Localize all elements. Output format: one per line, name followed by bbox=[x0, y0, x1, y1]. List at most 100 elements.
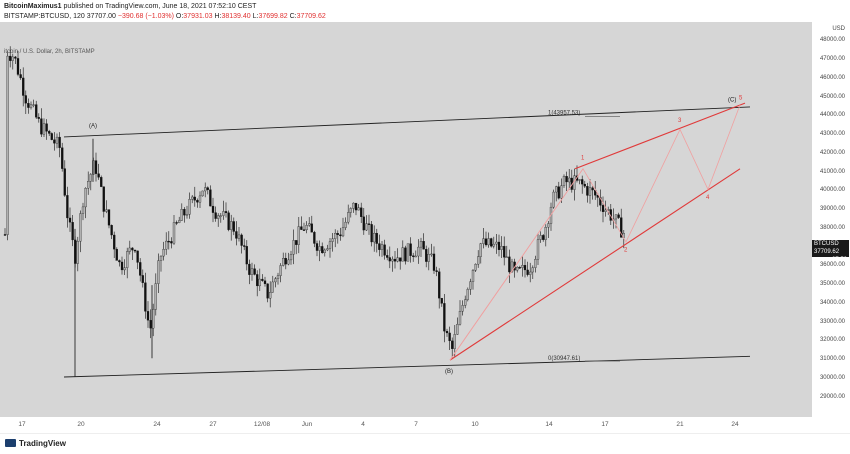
candle bbox=[196, 200, 199, 203]
time-axis[interactable]: 17 20 24 27 12/08 Jun 4 7 10 14 17 21 24 bbox=[0, 417, 812, 433]
y-tick-label: 45000.00 bbox=[819, 93, 845, 100]
candle bbox=[482, 238, 485, 244]
x-tick-label: 12/08 bbox=[253, 421, 271, 428]
candle bbox=[404, 247, 407, 262]
candle bbox=[461, 305, 464, 312]
candle bbox=[120, 261, 124, 271]
candle bbox=[562, 176, 566, 186]
candle bbox=[508, 256, 511, 273]
footer: TradingView bbox=[0, 433, 850, 454]
close-label: C: bbox=[289, 13, 297, 20]
candle bbox=[157, 260, 160, 284]
candle bbox=[357, 207, 360, 211]
candle bbox=[118, 260, 121, 263]
y-tick-label: 42000.00 bbox=[819, 149, 845, 156]
candle bbox=[451, 340, 454, 349]
y-tick-label: 32000.00 bbox=[819, 337, 845, 344]
candle bbox=[110, 225, 113, 236]
x-tick-label: 17 bbox=[18, 421, 26, 428]
candle bbox=[601, 205, 605, 212]
candle bbox=[191, 196, 194, 200]
candle bbox=[185, 214, 189, 216]
tradingview-logo[interactable]: TradingView bbox=[5, 439, 66, 448]
candle bbox=[282, 258, 285, 266]
x-tick-label: Jun bbox=[301, 421, 313, 428]
candle bbox=[328, 241, 332, 249]
candle bbox=[149, 320, 152, 329]
candle bbox=[14, 56, 17, 59]
author-name[interactable]: BitcoinMaximus1 bbox=[4, 3, 62, 10]
candle bbox=[399, 257, 402, 262]
candle bbox=[9, 55, 12, 61]
candle bbox=[438, 271, 441, 299]
candle bbox=[367, 223, 371, 225]
low-label: L: bbox=[252, 13, 259, 20]
candle bbox=[362, 216, 365, 231]
candle bbox=[474, 263, 477, 271]
candle bbox=[256, 274, 259, 287]
candle bbox=[339, 234, 342, 237]
candle bbox=[68, 217, 72, 223]
candle bbox=[318, 246, 321, 251]
candle bbox=[586, 186, 589, 196]
candle bbox=[422, 241, 425, 250]
candle bbox=[154, 283, 157, 310]
candle bbox=[230, 221, 233, 230]
candle bbox=[222, 211, 225, 216]
candle bbox=[500, 246, 503, 250]
candle bbox=[305, 225, 308, 231]
candle bbox=[336, 233, 339, 235]
candle bbox=[159, 255, 163, 261]
candle bbox=[266, 283, 269, 299]
published-text: published on TradingView.com, June 18, 2… bbox=[63, 3, 257, 10]
candle bbox=[217, 215, 220, 219]
y-tick-label: 31000.00 bbox=[819, 356, 845, 363]
candle bbox=[40, 118, 43, 135]
candle bbox=[37, 117, 40, 119]
candle bbox=[321, 246, 324, 254]
candle bbox=[219, 215, 222, 217]
candle bbox=[427, 254, 430, 262]
candle bbox=[599, 197, 602, 206]
candle bbox=[162, 249, 165, 257]
candle bbox=[591, 187, 594, 191]
candle bbox=[269, 292, 272, 299]
chart-plot-area[interactable]: 1(43957.53) 0(30947.61) (A) (B) (C) 1 2 3 4 5 itc… bbox=[0, 22, 812, 417]
candle bbox=[435, 270, 438, 272]
price-chart[interactable]: 1(43957.53) 0(30947.61) (A) (B) (C) 1 2 3 4 5 bbox=[0, 22, 812, 417]
candle bbox=[308, 223, 311, 226]
wave-5-label: 5 bbox=[739, 95, 743, 101]
candle bbox=[412, 255, 415, 257]
candle bbox=[180, 209, 183, 221]
candle bbox=[115, 248, 118, 261]
y-tick-label: 35000.00 bbox=[819, 281, 845, 288]
candle bbox=[341, 227, 345, 237]
candle bbox=[178, 220, 181, 223]
candle bbox=[84, 188, 87, 208]
x-tick-label: 24 bbox=[731, 421, 739, 428]
candle bbox=[66, 195, 69, 219]
candle bbox=[94, 160, 98, 174]
candle bbox=[354, 202, 358, 211]
fib-top-label: 1(43957.53) bbox=[548, 110, 580, 116]
candle bbox=[201, 190, 204, 197]
y-tick-label: 46000.00 bbox=[819, 74, 845, 81]
candle bbox=[167, 240, 170, 243]
candle bbox=[456, 324, 459, 335]
author-line: BitcoinMaximus1 published on TradingView… bbox=[4, 2, 256, 11]
open-value: 37931.03 bbox=[183, 13, 213, 20]
candle bbox=[555, 186, 558, 193]
y-tick-label: 39000.00 bbox=[819, 206, 845, 213]
candle bbox=[386, 255, 389, 258]
candle bbox=[443, 303, 446, 332]
x-tick-label: 17 bbox=[601, 421, 609, 428]
candle bbox=[27, 103, 30, 108]
candle bbox=[365, 223, 368, 231]
candle bbox=[287, 259, 290, 265]
candle bbox=[11, 56, 14, 61]
candle bbox=[295, 240, 298, 245]
candle bbox=[146, 311, 150, 321]
candle bbox=[349, 208, 352, 213]
price-axis[interactable]: 48000.00 47000.00 46000.00 45000.00 44000.00… bbox=[812, 22, 850, 417]
channel-upper-line bbox=[63, 106, 751, 138]
